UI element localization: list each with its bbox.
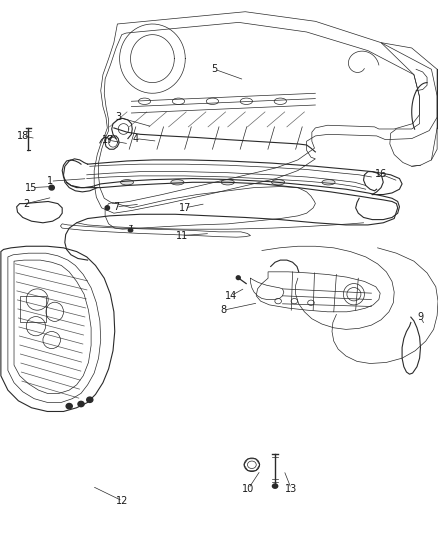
Ellipse shape <box>237 276 240 279</box>
Text: 15: 15 <box>25 183 38 192</box>
Bar <box>20 296 46 322</box>
Ellipse shape <box>128 229 133 232</box>
Text: 5: 5 <box>212 64 218 74</box>
Text: 11: 11 <box>176 231 188 240</box>
Text: 16: 16 <box>375 169 387 179</box>
Ellipse shape <box>171 180 184 185</box>
Text: 18: 18 <box>17 131 29 141</box>
Text: 2: 2 <box>23 199 29 208</box>
Text: 14: 14 <box>225 291 237 301</box>
Text: 13: 13 <box>285 484 297 494</box>
Text: 17: 17 <box>102 135 115 145</box>
Ellipse shape <box>78 401 84 407</box>
Text: 3: 3 <box>115 112 121 122</box>
Ellipse shape <box>87 397 93 402</box>
Ellipse shape <box>272 180 285 185</box>
Text: 17: 17 <box>179 203 191 213</box>
Ellipse shape <box>120 180 134 185</box>
Ellipse shape <box>66 403 72 409</box>
Ellipse shape <box>272 484 278 488</box>
Text: 10: 10 <box>242 484 254 494</box>
Ellipse shape <box>322 180 335 185</box>
Text: 1: 1 <box>47 176 53 186</box>
Ellipse shape <box>105 206 110 210</box>
Ellipse shape <box>221 180 234 185</box>
Text: 8: 8 <box>220 305 226 315</box>
Text: 12: 12 <box>117 496 129 506</box>
Text: 9: 9 <box>417 312 424 322</box>
Text: 7: 7 <box>113 202 119 212</box>
Ellipse shape <box>49 185 54 190</box>
Text: 4: 4 <box>133 134 139 143</box>
